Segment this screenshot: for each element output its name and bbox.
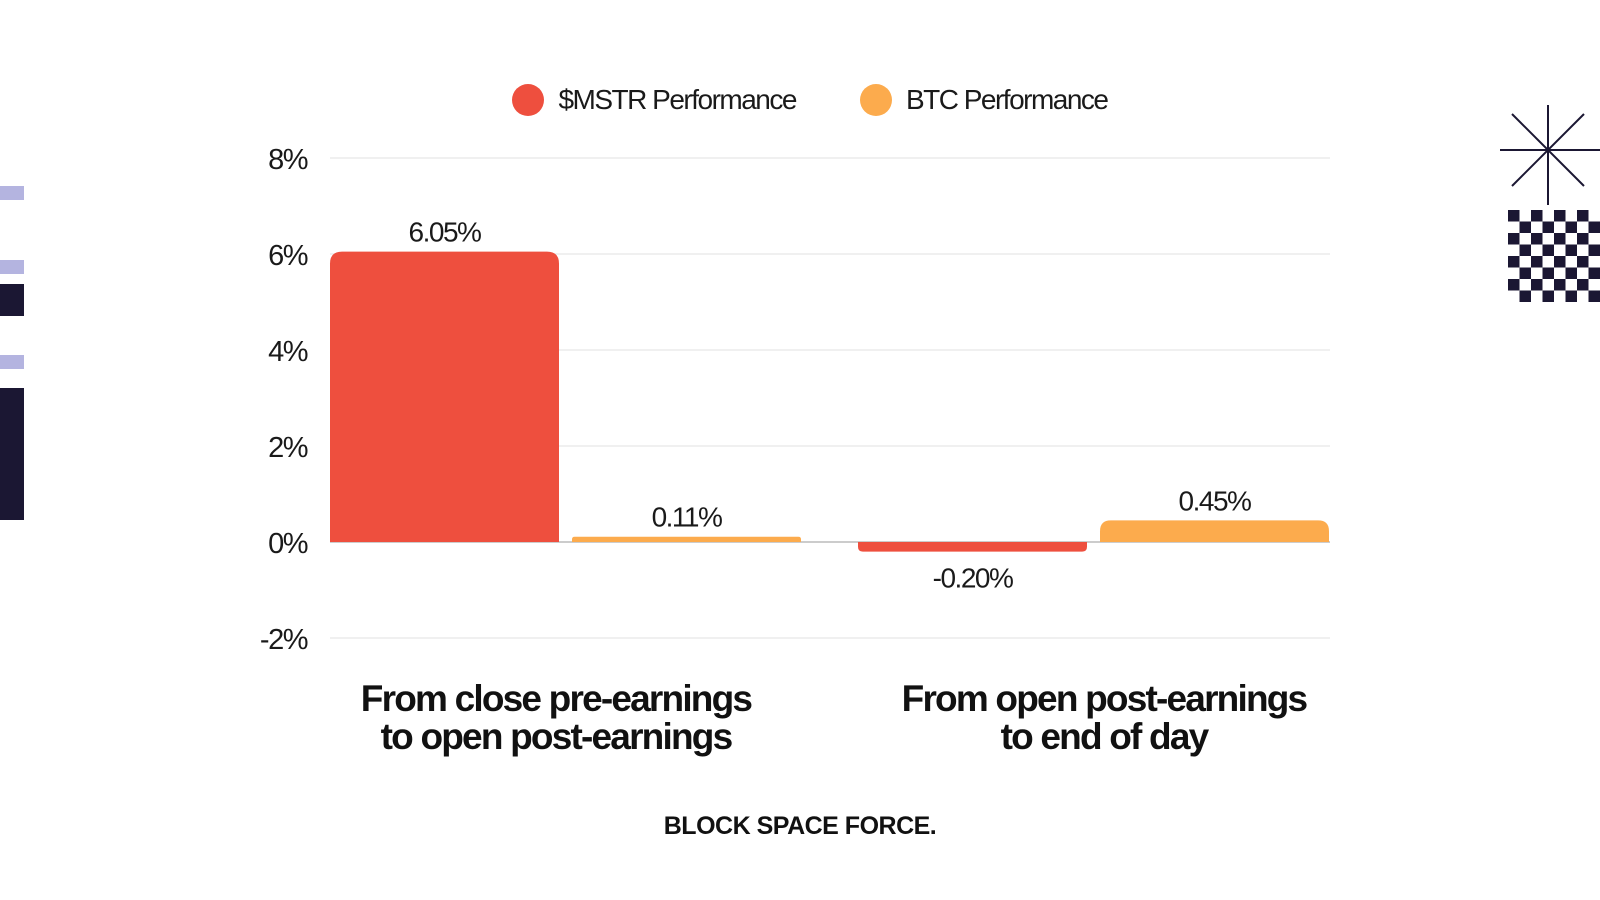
category-label-2-line-1: From open post-earnings [901, 678, 1308, 719]
bar [572, 536, 801, 542]
checker-square [1554, 210, 1566, 222]
deco-lavender-bar-3 [0, 355, 24, 369]
legend: $MSTR Performance BTC Performance [0, 78, 1600, 122]
legend-item-mstr: $MSTR Performance [512, 84, 797, 116]
bar [330, 251, 559, 542]
checker-square [1542, 221, 1554, 233]
category-label-2: From open post-earnings to end of day [864, 680, 1344, 756]
legend-swatch-mstr [512, 84, 545, 116]
deco-lavender-bar-2 [0, 260, 24, 274]
legend-label-mstr: $MSTR Performance [558, 84, 797, 115]
checker-square [1577, 256, 1589, 268]
data-label: 0.11% [652, 502, 722, 533]
checker-square [1577, 233, 1589, 245]
legend-item-btc: BTC Performance [859, 84, 1109, 116]
checkerboard-icon [1508, 210, 1600, 302]
checker-square [1565, 244, 1577, 256]
checker-square [1508, 256, 1520, 268]
checker-square [1554, 279, 1566, 291]
category-label-2-line-2: to end of day [1000, 716, 1210, 757]
checker-square [1542, 244, 1554, 256]
checker-square [1577, 210, 1589, 222]
checker-square [1531, 256, 1543, 268]
checker-square [1508, 279, 1520, 291]
checker-square [1531, 233, 1543, 245]
y-tick-label: -2% [260, 624, 308, 656]
category-label-1-line-1: From close pre-earnings [360, 678, 753, 719]
checker-square [1531, 279, 1543, 291]
bar [1100, 520, 1329, 542]
checker-square [1588, 244, 1600, 256]
checker-square [1588, 267, 1600, 279]
checker-square [1565, 221, 1577, 233]
checker-square [1588, 290, 1600, 302]
checker-square [1542, 267, 1554, 279]
data-label: -0.20% [933, 563, 1013, 594]
y-tick-label: 2% [268, 432, 308, 464]
deco-navy-block-2 [0, 388, 24, 520]
category-label-1: From close pre-earnings to open post-ear… [316, 680, 796, 756]
checker-square [1554, 233, 1566, 245]
checker-square [1588, 221, 1600, 233]
deco-navy-block-1 [0, 284, 24, 316]
legend-swatch-btc [859, 84, 892, 116]
checker-square [1554, 256, 1566, 268]
checker-square [1565, 267, 1577, 279]
y-tick-label: 0% [268, 528, 308, 560]
y-tick-label: 8% [268, 144, 308, 176]
legend-label-btc: BTC Performance [905, 84, 1109, 115]
checker-square [1565, 290, 1577, 302]
deco-lavender-bar-1 [0, 186, 24, 200]
brand-logo: BLOCK SPACE FORCE. [663, 812, 937, 840]
y-tick-label: 6% [268, 240, 308, 272]
checker-square [1577, 279, 1589, 291]
bar [858, 542, 1087, 552]
checker-square [1542, 290, 1554, 302]
checker-square [1519, 290, 1531, 302]
category-label-1-line-2: to open post-earnings [380, 716, 734, 757]
checker-square [1519, 221, 1531, 233]
checker-square [1508, 233, 1520, 245]
checker-square [1531, 210, 1543, 222]
checker-square [1519, 267, 1531, 279]
checker-square [1508, 210, 1520, 222]
starburst-icon [1500, 105, 1600, 205]
data-label: 0.45% [1179, 485, 1251, 516]
y-tick-label: 4% [268, 336, 308, 368]
data-label: 6.05% [409, 217, 481, 248]
checker-square [1519, 244, 1531, 256]
